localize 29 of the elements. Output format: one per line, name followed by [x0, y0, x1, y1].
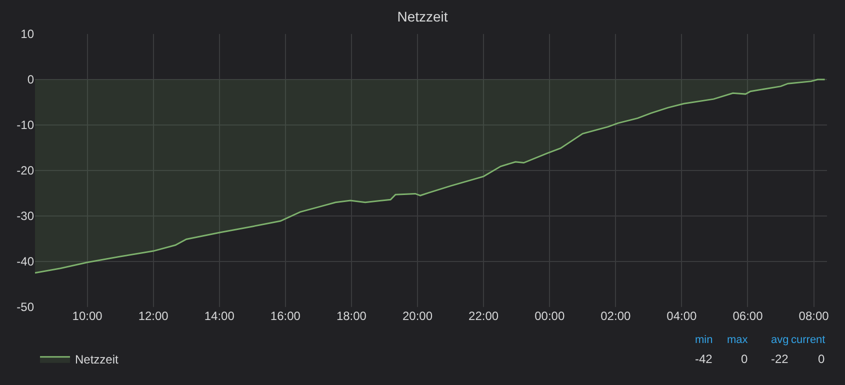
- text: current: [791, 334, 826, 346]
- text: avg: [771, 334, 789, 346]
- chart-title: Netzzeit: [397, 8, 448, 24]
- text: -42: [695, 352, 713, 366]
- x-tick-label: 20:00: [402, 309, 433, 323]
- x-tick-label: 12:00: [138, 309, 169, 323]
- x-tick-label: 02:00: [600, 309, 631, 323]
- y-tick-label: -50: [16, 300, 34, 314]
- y-tick-label: -30: [16, 209, 34, 224]
- x-tick-label: 10:00: [72, 309, 103, 323]
- text: -22: [771, 352, 789, 366]
- text: 0: [818, 352, 825, 366]
- x-tick-label: 06:00: [732, 309, 764, 323]
- x-tick-label: 00:00: [534, 309, 565, 323]
- text: max: [727, 334, 748, 346]
- x-tick-label: 04:00: [666, 309, 698, 323]
- x-tick-label: 16:00: [270, 309, 301, 323]
- y-tick-label: -20: [16, 164, 34, 178]
- y-tick-label: 0: [27, 72, 34, 87]
- text: 0: [741, 352, 748, 366]
- text: min: [695, 334, 713, 346]
- x-tick-label: 14:00: [204, 309, 235, 323]
- legend-label: Netzzeit: [75, 352, 120, 367]
- y-tick-label: -10: [16, 118, 34, 132]
- x-tick-label: 18:00: [336, 309, 367, 323]
- x-tick-label: 22:00: [468, 309, 499, 323]
- y-tick-label: 10: [20, 27, 34, 42]
- x-tick-label: 08:00: [798, 309, 830, 323]
- y-tick-label: -40: [16, 254, 34, 269]
